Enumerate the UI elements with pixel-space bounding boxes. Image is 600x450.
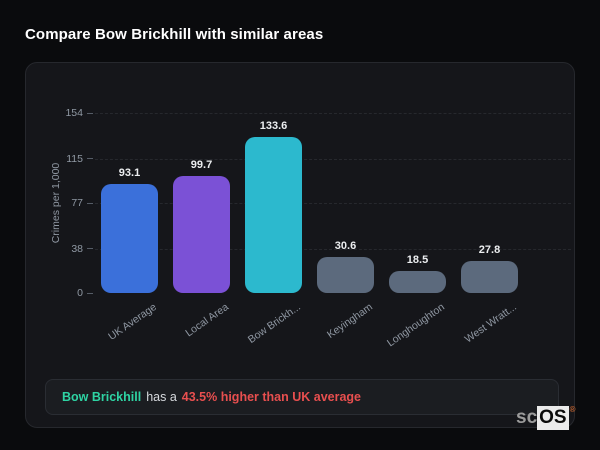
y-tick-label: 38 [71, 243, 93, 255]
bar-longhoughton[interactable] [389, 271, 446, 293]
bar-bow-brickh[interactable] [245, 137, 302, 293]
page-title: Compare Bow Brickhill with similar areas [25, 26, 324, 43]
gridline [95, 248, 571, 250]
bar-keyingham[interactable] [317, 257, 374, 293]
y-tick-mark [87, 202, 93, 204]
summary-banner: Bow Brickhill has a 43.5% higher than UK… [45, 379, 559, 415]
bar-value-label: 18.5 [406, 254, 429, 266]
logo-prefix: sc [516, 407, 538, 428]
y-tick-mark [87, 158, 93, 160]
bar-value-label: 99.7 [190, 159, 213, 171]
bar-value-label: 30.6 [334, 240, 357, 252]
bar-value-label: 93.1 [118, 167, 141, 179]
gridline [95, 203, 571, 204]
y-tick-label: 154 [65, 107, 93, 119]
x-tick-label: Bow Brickh... [245, 301, 303, 346]
scos-logo: sc OS ® [516, 406, 576, 430]
gridline [95, 113, 571, 114]
x-tick-label: Longhoughton [384, 301, 447, 350]
plot-area: 0 38 77 115 154 93.1 UK Average 99.7 Local Area 1… [65, 107, 571, 349]
x-tick-label: UK Average [105, 301, 159, 343]
summary-stat: 43.5% higher than UK average [181, 390, 362, 404]
bar-value-label: 27.8 [478, 244, 501, 256]
registered-trademark-icon: ® [569, 405, 576, 414]
summary-connector: has a [146, 390, 177, 404]
x-tick-label: Local Area [182, 301, 231, 340]
bar-local-area[interactable] [173, 176, 230, 293]
summary-area-name: Bow Brickhill [62, 390, 142, 404]
y-tick-mark [87, 292, 93, 294]
bar-uk-average[interactable] [101, 184, 158, 293]
y-tick-label: 0 [77, 287, 93, 299]
bar-west-wratt[interactable] [461, 261, 518, 293]
logo-suffix: OS [537, 406, 569, 430]
y-tick-label: 77 [71, 197, 93, 209]
y-tick-label: 115 [66, 153, 93, 165]
gridline [95, 158, 571, 160]
x-tick-label: West Wratt... [462, 301, 519, 346]
y-tick-mark [87, 112, 93, 114]
x-tick-label: Keyingham [324, 301, 375, 341]
y-axis-title: Crimes per 1,000 [50, 162, 62, 244]
y-tick-mark [87, 248, 93, 250]
chart-card: Crimes per 1,000 0 38 77 115 154 93.1 UK Avera… [25, 62, 575, 428]
bar-value-label: 133.6 [259, 120, 288, 132]
